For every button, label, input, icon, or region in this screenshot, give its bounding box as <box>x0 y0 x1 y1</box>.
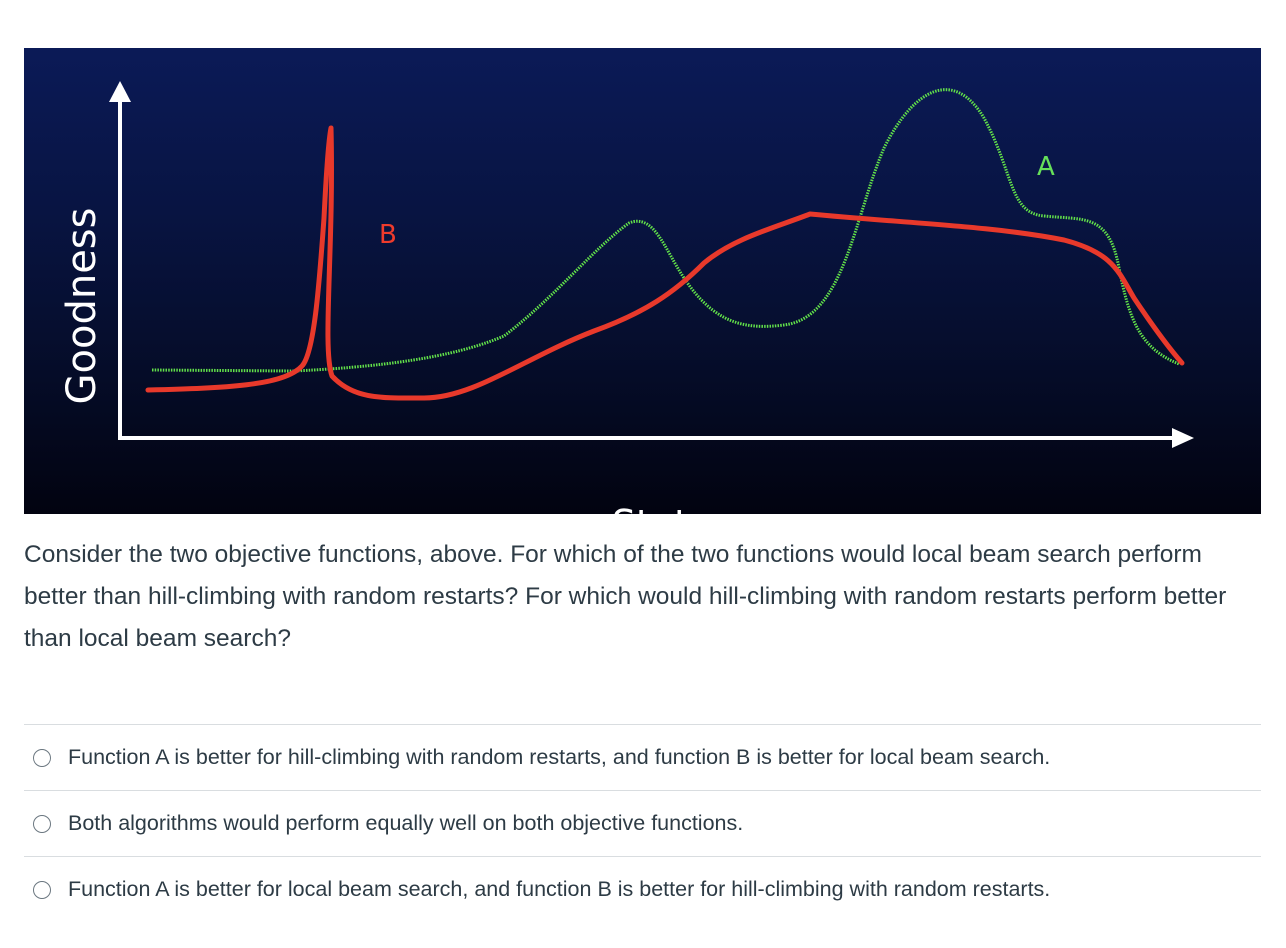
x-axis-label: State <box>612 502 713 514</box>
answer-list: Function A is better for hill-climbing w… <box>24 724 1261 922</box>
answer-option-3[interactable]: Function A is better for local beam sear… <box>24 856 1261 922</box>
curve-b-label: B <box>379 220 397 250</box>
radio-button[interactable] <box>33 814 51 833</box>
y-axis-label: Goodness <box>59 207 105 405</box>
question-text: Consider the two objective functions, ab… <box>24 541 1227 652</box>
objective-functions-figure: Goodness State A B <box>24 48 1261 514</box>
answer-label: Both algorithms would perform equally we… <box>68 811 744 835</box>
curve-a-label: A <box>1037 152 1055 182</box>
x-axis-arrowhead <box>1172 428 1194 448</box>
radio-button[interactable] <box>33 748 51 767</box>
objective-functions-plot <box>109 81 1194 448</box>
curve-a <box>151 88 1180 373</box>
answer-option-2[interactable]: Both algorithms would perform equally we… <box>24 790 1261 856</box>
answer-label: Function A is better for hill-climbing w… <box>68 745 1051 769</box>
answer-label: Function A is better for local beam sear… <box>68 877 1051 901</box>
curve-b <box>145 125 1185 401</box>
y-axis-arrowhead <box>109 81 131 102</box>
radio-button[interactable] <box>33 880 51 899</box>
answer-option-1[interactable]: Function A is better for hill-climbing w… <box>24 724 1261 790</box>
